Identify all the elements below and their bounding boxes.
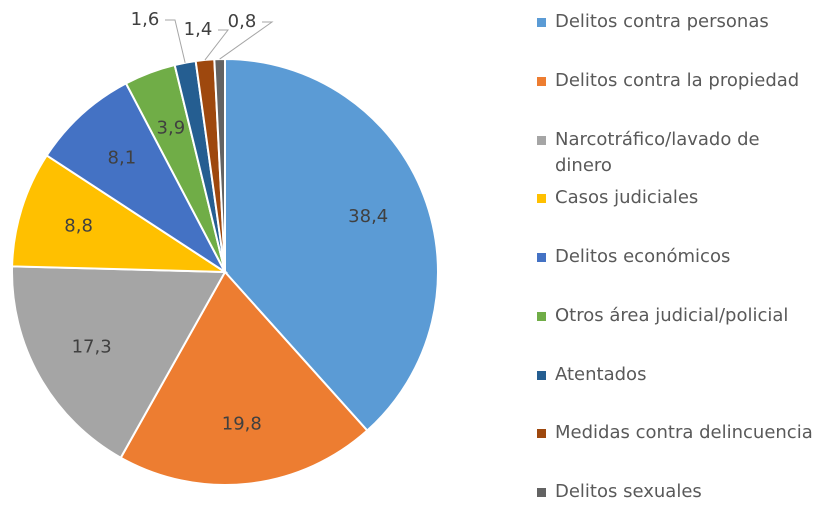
legend-label: Atentados — [555, 363, 647, 385]
pie-slice — [11, 154, 229, 274]
legend-label: Delitos contra la propiedad — [555, 69, 800, 91]
pie-slice — [45, 82, 228, 275]
data-label: 8,8 — [64, 215, 93, 236]
legend-swatch — [537, 488, 546, 497]
legend-entry: Narcotráfico/lavado de dinero — [535, 127, 815, 179]
legend-label: Delitos económicos — [555, 246, 731, 267]
leader-line — [204, 29, 230, 61]
legend-swatch — [537, 253, 546, 262]
data-label: 8,1 — [108, 147, 137, 168]
legend-entry: Delitos contra personas — [535, 9, 815, 35]
legend-label: Casos judiciales — [555, 187, 699, 209]
legend-swatch — [537, 18, 546, 27]
legend-entry: Delitos sexuales — [535, 479, 815, 505]
legend-label: Narcotráfico/lavado de dinero — [555, 128, 760, 176]
data-label: 1,6 — [131, 9, 160, 30]
legend-swatch — [537, 370, 546, 380]
legend-entry: Delitos económicos — [535, 244, 815, 270]
legend-entry: Otros área judicial/policial — [535, 303, 815, 329]
legend-entry: Atentados — [535, 362, 815, 388]
data-label: 1,4 — [184, 19, 213, 40]
legend-entry: Casos judiciales — [535, 185, 815, 211]
chart: 38,4 19,8 17,3 8,8 8,1 3,9 1,6 1,4 0,8 — [11, 9, 439, 486]
legend-swatch — [537, 135, 546, 145]
legend-label: Otros área judicial/policial — [555, 304, 789, 326]
data-label: 38,4 — [348, 206, 388, 227]
pie-slice — [119, 270, 369, 486]
data-label: 3,9 — [157, 118, 186, 139]
leader-line — [165, 19, 186, 63]
legend-entry: Delitos contra la propiedad — [535, 68, 815, 94]
data-label: 19,8 — [222, 413, 262, 434]
data-label: 0,8 — [228, 11, 257, 32]
legend-swatch — [537, 429, 546, 439]
pie-slice — [11, 265, 227, 460]
legend-label: Delitos sexuales — [555, 481, 702, 502]
legend-swatch — [537, 311, 546, 321]
legend-label: Medidas contra delincuencia — [555, 422, 813, 444]
legend-entry: Medidas contra delincuencia — [535, 420, 815, 446]
legend-swatch — [537, 76, 546, 86]
leader-line — [219, 21, 274, 60]
pie-slice — [224, 57, 439, 432]
legend-swatch — [537, 194, 546, 204]
legend-label: Delitos contra personas — [555, 11, 769, 32]
data-label: 17,3 — [72, 337, 112, 358]
